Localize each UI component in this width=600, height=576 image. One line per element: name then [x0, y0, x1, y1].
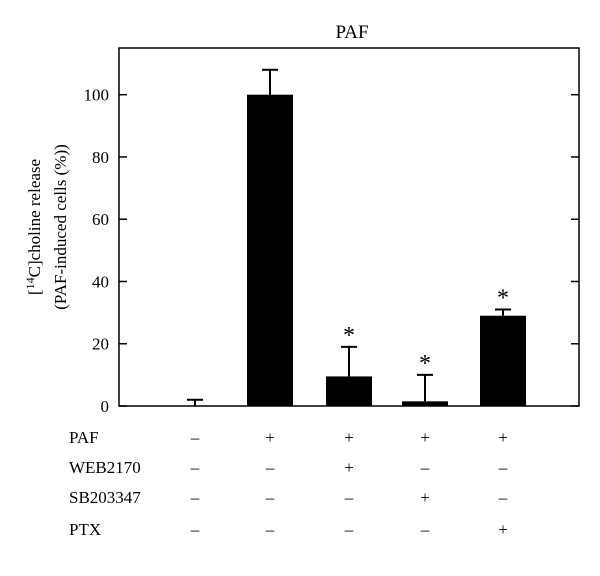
chart-title: PAF	[335, 22, 368, 43]
condition-mark: +	[498, 520, 508, 539]
condition-label: SB203347	[69, 488, 141, 507]
y-axis-label-sup: 14	[23, 277, 37, 289]
bar	[402, 401, 448, 406]
condition-mark: –	[190, 520, 200, 539]
bar	[247, 94, 293, 407]
condition-mark: +	[420, 488, 430, 507]
y-tick-label: 40	[92, 272, 109, 291]
y-tick-label: 80	[92, 148, 109, 167]
condition-mark: –	[420, 458, 430, 477]
condition-mark: –	[190, 428, 200, 447]
y-axis-label-line1: [14C]choline release	[23, 159, 44, 295]
y-axis-label-suffix: C]choline release	[25, 159, 44, 277]
y-axis-label-line2: (PAF-induced cells (%))	[51, 144, 70, 310]
condition-mark: +	[344, 458, 354, 477]
condition-mark: –	[265, 458, 275, 477]
condition-label: PAF	[69, 428, 99, 447]
bar	[326, 376, 372, 406]
y-axis-label-prefix: [	[25, 289, 44, 295]
y-tick-label: 0	[101, 397, 110, 416]
condition-mark: –	[344, 488, 354, 507]
condition-mark: –	[344, 520, 354, 539]
condition-table: PAF – + + + + WEB2170 – – + – – SB203347 – – – + – PTX – – – –…	[69, 428, 508, 539]
condition-mark: +	[344, 428, 354, 447]
significance-marker: *	[497, 285, 509, 311]
condition-label: WEB2170	[69, 458, 141, 477]
condition-label: PTX	[69, 520, 101, 539]
bars: * * *	[187, 68, 526, 407]
condition-mark: –	[190, 488, 200, 507]
condition-mark: +	[265, 428, 275, 447]
condition-mark: +	[420, 428, 430, 447]
condition-mark: –	[265, 520, 275, 539]
condition-mark: –	[190, 458, 200, 477]
y-tick-label: 60	[92, 210, 109, 229]
condition-mark: –	[498, 458, 508, 477]
y-tick-label: 20	[92, 335, 109, 354]
significance-marker: *	[343, 323, 355, 349]
condition-mark: –	[265, 488, 275, 507]
condition-mark: –	[498, 488, 508, 507]
bar	[480, 315, 526, 406]
y-axis: 0 20 40 60 80 100	[84, 86, 579, 416]
y-tick-label: 100	[84, 86, 110, 105]
significance-marker: *	[419, 351, 431, 377]
condition-mark: –	[420, 520, 430, 539]
condition-mark: +	[498, 428, 508, 447]
